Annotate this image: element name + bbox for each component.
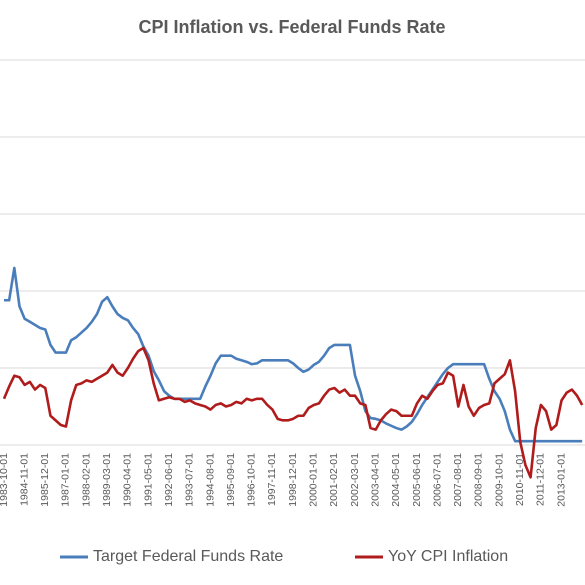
x-tick-label: 2000-01-01 xyxy=(308,453,320,507)
x-tick-label: 1985-12-01 xyxy=(39,453,51,507)
x-tick-label: 1992-06-01 xyxy=(163,453,175,507)
x-tick-label: 1988-02-01 xyxy=(80,453,92,507)
x-tick-label: 1991-05-01 xyxy=(142,453,154,507)
x-tick-label: 2011-12-01 xyxy=(535,453,547,506)
x-tick-label: 1995-09-01 xyxy=(225,453,237,507)
x-tick-label: 2004-05-01 xyxy=(390,453,402,507)
x-tick-label: 1993-07-01 xyxy=(184,453,196,507)
x-tick-label: 2013-01-01 xyxy=(555,453,567,507)
x-tick-label: 2007-08-01 xyxy=(452,453,464,507)
x-tick-label: 2010-11-01 xyxy=(514,453,526,506)
legend-label: Target Federal Funds Rate xyxy=(93,548,283,565)
x-tick-label: 2008-09-01 xyxy=(473,453,485,507)
x-tick-label: 2002-03-01 xyxy=(349,453,361,507)
series-line xyxy=(4,266,583,443)
x-tick-label: 1998-12-01 xyxy=(287,453,299,507)
x-tick-label: 1996-10-01 xyxy=(246,453,258,507)
x-tick-label: 1990-04-01 xyxy=(122,453,134,507)
x-tick-label: 1994-08-01 xyxy=(204,453,216,507)
x-tick-label: 2009-10-01 xyxy=(493,453,505,507)
x-tick-label: 2006-07-01 xyxy=(431,453,443,507)
x-tick-label: 2001-02-01 xyxy=(328,453,340,507)
legend-label: YoY CPI Inflation xyxy=(388,548,508,565)
x-tick-label: 2005-06-01 xyxy=(411,453,423,507)
x-tick-label: 1983-10-01 xyxy=(0,453,10,507)
x-tick-label: 1987-01-01 xyxy=(60,453,72,507)
x-tick-label: 2003-04-01 xyxy=(369,453,381,507)
chart-title: CPI Inflation vs. Federal Funds Rate xyxy=(138,17,445,37)
x-tick-label: 1989-03-01 xyxy=(101,453,113,507)
x-tick-label: 1984-11-01 xyxy=(18,453,30,506)
series-line xyxy=(2,346,584,479)
x-tick-label: 1997-11-01 xyxy=(266,453,278,506)
